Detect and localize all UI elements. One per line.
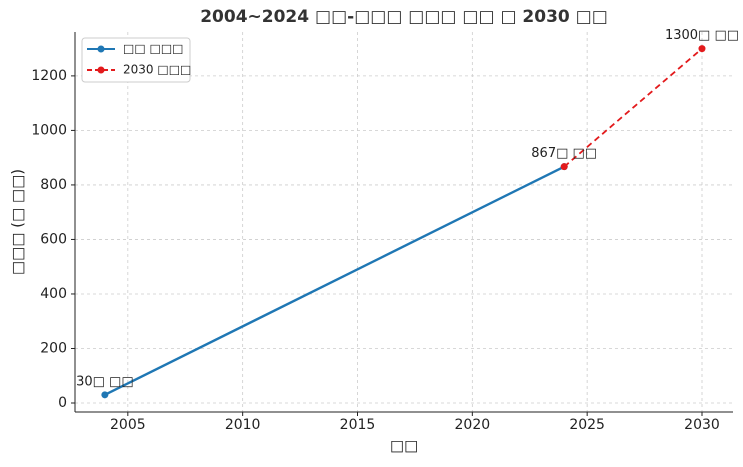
y-tick-label: 1000 [31, 122, 67, 138]
data-label: 30□ □□ [76, 374, 134, 389]
x-tick-label: 2010 [225, 417, 261, 433]
legend-label: 2030 □□□ [123, 63, 191, 77]
data-label: 1300□ □□ [665, 28, 739, 43]
point [560, 163, 568, 171]
line [563, 47, 703, 168]
y-axis-label: □□□ (□ □□) [9, 169, 27, 275]
data-label: 867□ □□ [531, 146, 597, 161]
point [101, 391, 109, 399]
y-tick-label: 800 [40, 177, 67, 193]
y-tick-label: 0 [58, 395, 67, 411]
legend-label: □□ □□□ [123, 42, 184, 56]
x-tick-label: 2030 [684, 417, 720, 433]
legend-marker [97, 66, 105, 74]
x-tick-label: 2025 [569, 417, 605, 433]
legend-marker [97, 45, 105, 53]
x-tick-label: 2005 [110, 417, 146, 433]
y-tick-label: 1200 [31, 68, 67, 84]
chart-title: 2004~2024 □□-□□□ □□□ □□ □ 2030 □□ [200, 7, 608, 27]
line [104, 165, 565, 396]
x-tick-label: 2020 [455, 417, 491, 433]
y-tick-label: 200 [40, 340, 67, 356]
x-tick-label: 2015 [340, 417, 376, 433]
y-tick-label: 600 [40, 231, 67, 247]
y-tick-label: 400 [40, 286, 67, 302]
x-axis-label: □□ [390, 437, 418, 455]
point [698, 45, 706, 53]
